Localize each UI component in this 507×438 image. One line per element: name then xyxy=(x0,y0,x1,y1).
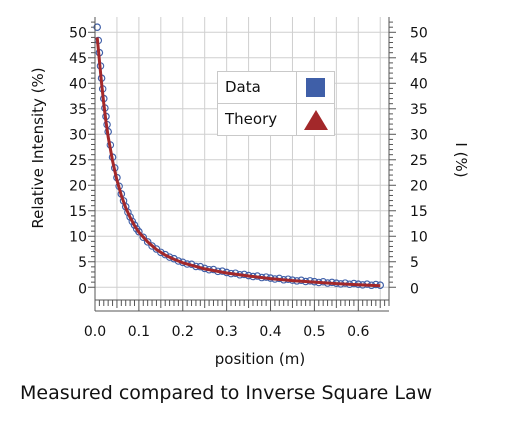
y-axis-label: Relative Intensity (%) xyxy=(29,67,47,228)
x-tick-label: 0.2 xyxy=(172,324,194,340)
y-tick-label: 15 xyxy=(69,204,87,220)
minor-ticks xyxy=(88,21,396,311)
y2-tick-label: 20 xyxy=(410,178,428,194)
theory-line xyxy=(95,37,381,288)
grid xyxy=(95,17,389,300)
data-point xyxy=(139,233,148,242)
x-tick-label: 0.1 xyxy=(128,324,150,340)
x-tick-label: 0.6 xyxy=(347,324,369,340)
y-tick-label: 30 xyxy=(69,127,87,143)
y-tick-label: 40 xyxy=(69,76,87,92)
chart-caption: Measured compared to Inverse Square Law xyxy=(20,382,433,404)
y2-axis-label: I (%) xyxy=(452,142,470,177)
data-point xyxy=(93,23,101,31)
legend-label-theory: Theory xyxy=(225,110,278,128)
y-tick-label: 10 xyxy=(69,229,87,245)
legend-entry-theory: Theory xyxy=(218,104,334,136)
y-tick-label: 25 xyxy=(69,153,87,169)
x-axis-label: position (m) xyxy=(215,350,306,368)
data-point xyxy=(157,248,165,257)
legend: Data Theory xyxy=(217,71,335,136)
legend-entry-data: Data xyxy=(218,72,334,104)
x-tick-label: 0.3 xyxy=(216,324,238,340)
y2-tick-label: 30 xyxy=(410,127,428,143)
x-tick-label: 0.0 xyxy=(84,324,106,340)
y-tick-label: 20 xyxy=(69,178,87,194)
axes xyxy=(94,17,390,312)
y2-tick-label: 5 xyxy=(410,255,419,271)
y2-tick-label: 50 xyxy=(410,25,428,41)
y-tick-label: 50 xyxy=(69,25,87,41)
legend-triangle-marker xyxy=(304,110,328,130)
y2-tick-label: 10 xyxy=(410,229,428,245)
x-tick-label: 0.4 xyxy=(259,324,281,340)
y2-tick-label: 40 xyxy=(410,76,428,92)
y2-tick-label: 0 xyxy=(410,281,419,297)
y2-tick-label: 45 xyxy=(410,51,428,67)
legend-row-divider xyxy=(218,103,334,104)
data-point xyxy=(135,227,143,236)
data-point xyxy=(143,238,152,246)
y2-tick-label: 35 xyxy=(410,102,428,118)
plot-series xyxy=(93,23,385,290)
legend-label-data: Data xyxy=(225,78,261,96)
y2-tick-label: 25 xyxy=(410,153,428,169)
y-tick-label: 35 xyxy=(69,102,87,118)
y2-tick-label: 15 xyxy=(410,204,428,220)
legend-square-marker xyxy=(306,78,325,97)
y-tick-label: 5 xyxy=(78,255,87,271)
y-tick-label: 0 xyxy=(78,281,87,297)
y-tick-label: 45 xyxy=(69,51,87,67)
x-tick-label: 0.5 xyxy=(303,324,325,340)
